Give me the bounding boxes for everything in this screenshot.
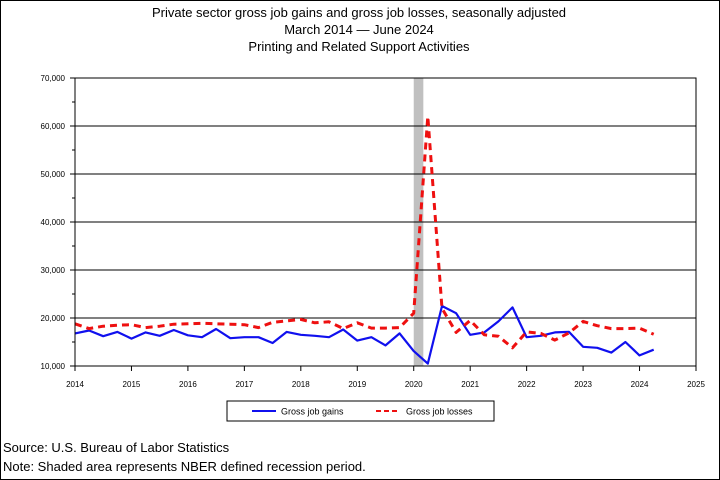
x-tick-label: 2020 xyxy=(405,380,423,389)
y-tick-label: 60,000 xyxy=(41,122,66,131)
y-tick-label: 40,000 xyxy=(41,218,66,227)
legend-box xyxy=(226,400,495,422)
series-gross-job-losses xyxy=(74,114,655,350)
y-tick-label: 30,000 xyxy=(41,266,66,275)
legend-label-gains: Gross job gains xyxy=(281,407,344,417)
chart-title: Private sector gross job gains and gross… xyxy=(151,5,567,20)
x-tick-label: 2018 xyxy=(292,380,310,389)
x-tick-label: 2021 xyxy=(461,380,479,389)
x-tick-label: 2024 xyxy=(631,380,649,389)
legend: Gross job gains Gross job losses xyxy=(226,400,495,422)
y-tick-label: 50,000 xyxy=(41,170,66,179)
legend-label-losses: Gross job losses xyxy=(406,407,473,417)
x-axis: 2014 2015 2016 2017 2018 2019 2020 2021 2022 2023… xyxy=(66,366,705,389)
x-tick-label: 2015 xyxy=(123,380,141,389)
recession-note: Note: Shaded area represents NBER define… xyxy=(3,459,366,474)
x-tick-label: 2017 xyxy=(235,380,253,389)
x-tick-label: 2025 xyxy=(687,380,705,389)
x-tick-label: 2016 xyxy=(179,380,197,389)
gridlines xyxy=(75,125,696,319)
y-tick-label: 70,000 xyxy=(41,74,66,83)
chart-subtitle: Printing and Related Support Activities xyxy=(248,39,470,54)
y-tick-label: 10,000 xyxy=(41,362,66,371)
series-lines xyxy=(74,114,655,365)
chart-title-block: Private sector gross job gains and gross… xyxy=(0,4,718,55)
x-tick-label: 2023 xyxy=(574,380,592,389)
x-tick-label: 2019 xyxy=(348,380,366,389)
x-tick-label: 2022 xyxy=(518,380,536,389)
y-axis: 10,000 20,000 30,000 40,000 50,000 60,000 70,0… xyxy=(41,74,75,371)
chart-date-range: March 2014 — June 2024 xyxy=(284,22,434,37)
y-tick-label: 20,000 xyxy=(41,314,66,323)
source-note: Source: U.S. Bureau of Labor Statistics xyxy=(3,440,230,455)
series-gross-job-gains xyxy=(74,304,655,365)
x-tick-label: 2014 xyxy=(66,380,84,389)
